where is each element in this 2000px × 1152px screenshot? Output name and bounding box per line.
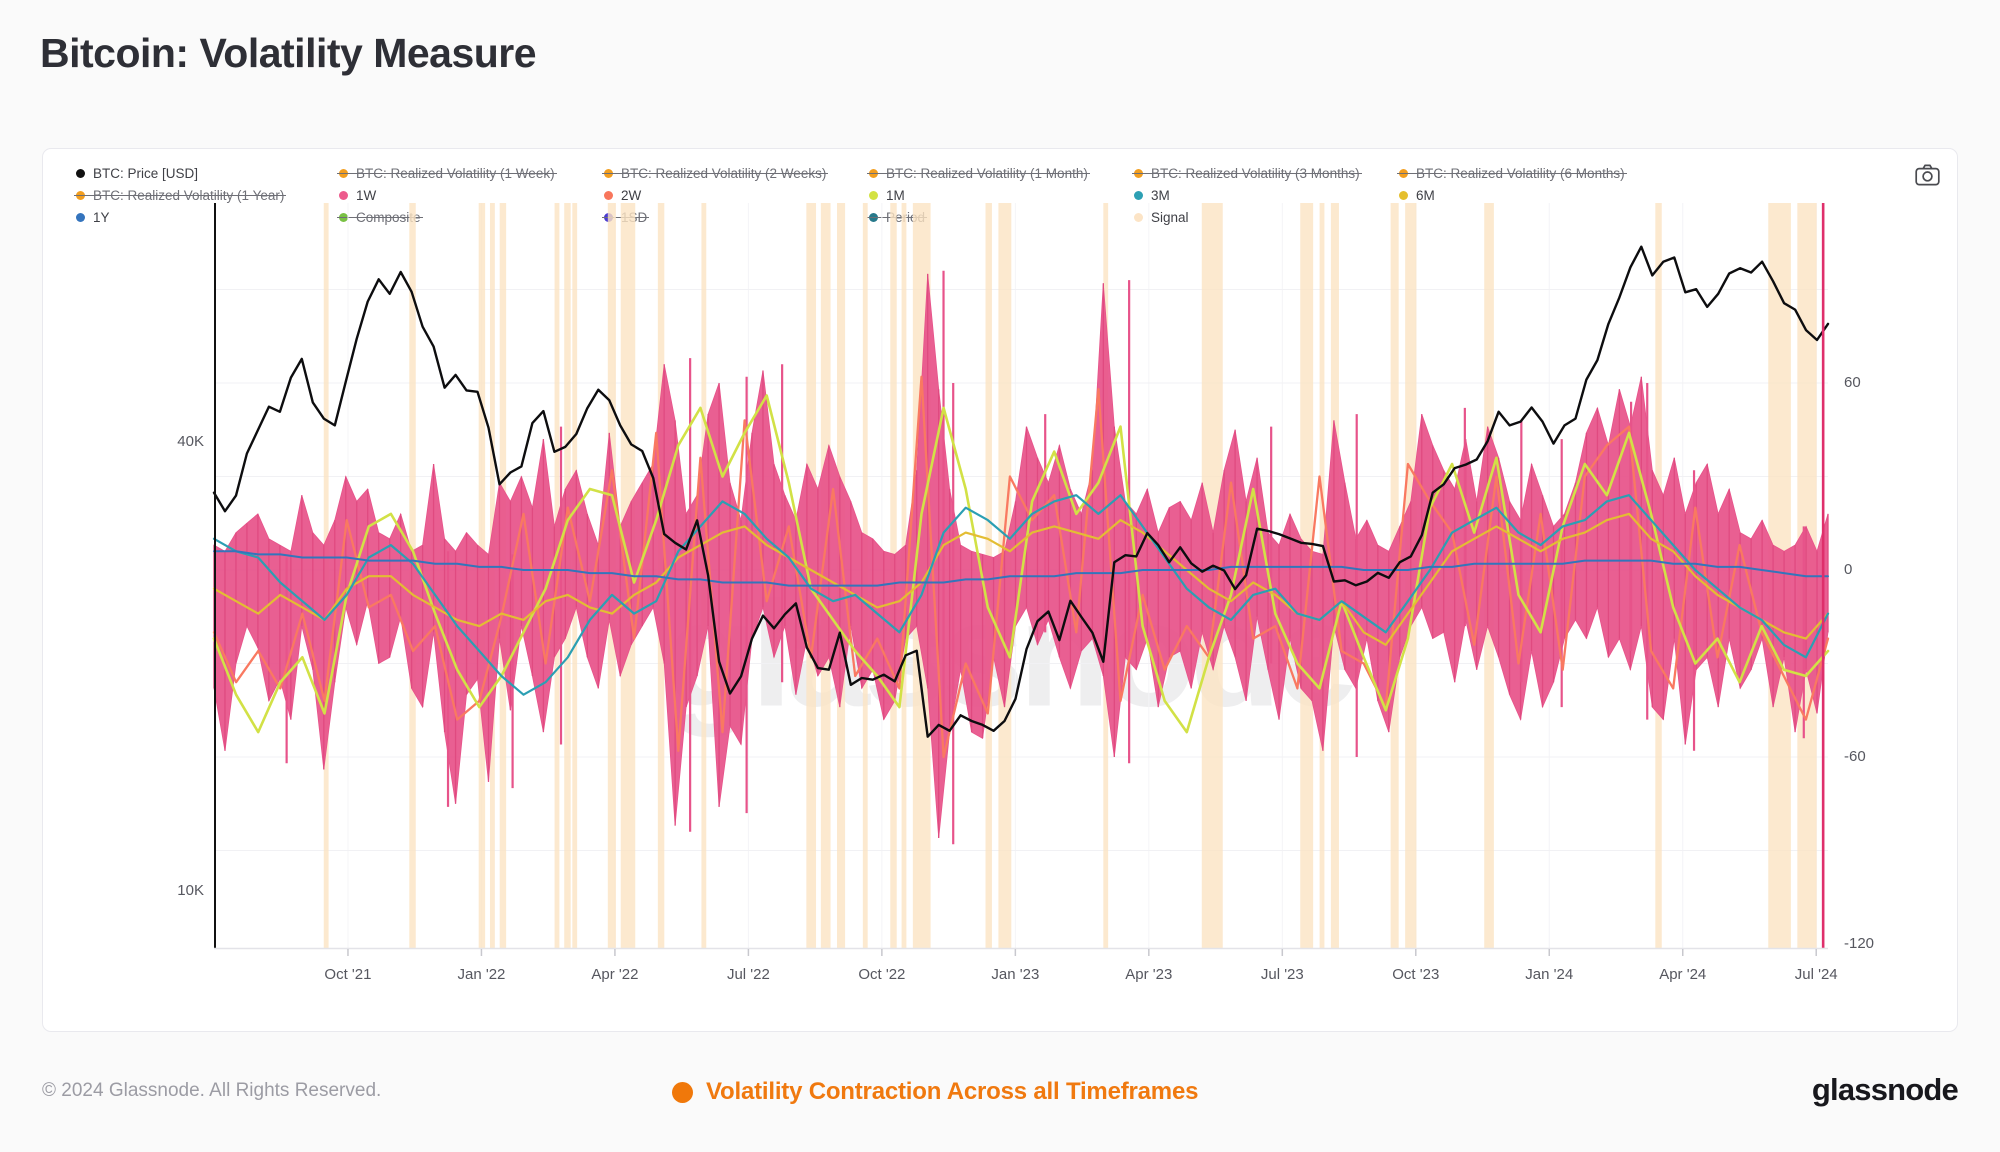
- x-axis-tick-label: Apr '23: [1125, 966, 1173, 983]
- series-1m-volatility: [212, 394, 1830, 734]
- legend-marker-icon: [339, 169, 348, 178]
- legend-item-composite[interactable]: Composite: [337, 209, 423, 226]
- x-axis-tick-label: Oct '21: [324, 966, 372, 983]
- series-3m-volatility: [212, 494, 1830, 696]
- legend-label: BTC: Price [USD]: [93, 166, 199, 181]
- legend-marker-icon: [604, 191, 613, 200]
- orange-dot-icon: [672, 1081, 693, 1103]
- legend-item-btc-realized-volatility-2-weeks[interactable]: BTC: Realized Volatility (2 Weeks): [601, 165, 829, 182]
- legend-label: BTC: Realized Volatility (3 Months): [1151, 166, 1360, 181]
- x-axis-tick-label: Apr '22: [591, 966, 639, 983]
- legend-item-6m[interactable]: 6M: [1399, 187, 1435, 204]
- x-axis-tick-label: Jul '22: [726, 966, 770, 983]
- y-axis-right-tick-label: 60: [1844, 373, 1861, 391]
- legend-item-1y[interactable]: 1Y: [76, 209, 110, 226]
- legend-label: 1W: [356, 188, 377, 203]
- legend-label: BTC: Realized Volatility (2 Weeks): [621, 166, 827, 181]
- series-1y-volatility: [213, 550, 1829, 587]
- y-axis-right-tick-label: -60: [1844, 748, 1866, 765]
- legend-label: BTC: Realized Volatility (1 Year): [93, 188, 285, 203]
- y-axis-right-tick-label: -120: [1844, 935, 1875, 952]
- legend-item-signal[interactable]: Signal: [1134, 209, 1189, 226]
- legend-label: Signal: [1151, 210, 1189, 225]
- legend-item-btc-realized-volatility-6-months[interactable]: BTC: Realized Volatility (6 Months): [1397, 165, 1627, 182]
- legend-item-btc-realized-volatility-1-year[interactable]: BTC: Realized Volatility (1 Year): [73, 187, 287, 204]
- glassnode-logo: glassnode: [1811, 1072, 1959, 1107]
- x-axis-tick-label: Apr '24: [1659, 966, 1707, 983]
- legend-item-1w[interactable]: 1W: [339, 187, 376, 204]
- legend-marker-icon: [1399, 191, 1408, 200]
- legend-marker-icon: [1134, 169, 1143, 178]
- legend-item-2w[interactable]: 2W: [604, 187, 641, 204]
- series-2w-volatility: [212, 375, 1830, 759]
- x-axis-tick-label: Jul '23: [1260, 966, 1304, 983]
- x-axis-tick-label: Jan '24: [1525, 966, 1574, 983]
- camera-icon: [1914, 164, 1940, 189]
- legend-label: 1M: [886, 188, 905, 203]
- y-axis-left-tick-label: 10K: [177, 882, 204, 899]
- y-axis-right-tick-label: 0: [1844, 561, 1853, 578]
- legend-label: 1Y: [93, 210, 110, 225]
- legend-item-1m[interactable]: 1M: [869, 187, 905, 204]
- legend-label: 6M: [1416, 188, 1435, 203]
- plot-area: [212, 203, 1830, 956]
- legend-item-btc-price-usd[interactable]: BTC: Price [USD]: [76, 165, 198, 182]
- page-title: Bitcoin: Volatility Measure: [40, 30, 537, 76]
- legend-marker-icon: [76, 191, 85, 200]
- annotation: Volatility Contraction Across all Timefr…: [672, 1078, 1198, 1106]
- legend-marker-icon: [869, 169, 878, 178]
- legend-marker-icon: [76, 169, 85, 178]
- x-axis-tick-label: Jan '22: [457, 966, 506, 983]
- legend-marker-icon: [76, 213, 85, 222]
- legend-item-3m[interactable]: 3M: [1134, 187, 1170, 204]
- legend-item-btc-realized-volatility-1-month[interactable]: BTC: Realized Volatility (1 Month): [867, 165, 1090, 182]
- legend-label: BTC: Realized Volatility (1 Week): [356, 166, 555, 181]
- legend-item-btc-realized-volatility-3-months[interactable]: BTC: Realized Volatility (3 Months): [1132, 165, 1362, 182]
- x-axis-tick-label: Jul '24: [1794, 966, 1838, 983]
- legend-label: 2W: [621, 188, 642, 203]
- legend-marker-icon: [1399, 169, 1408, 178]
- legend-marker-icon: [1134, 191, 1143, 200]
- legend-marker-icon: [1134, 213, 1143, 222]
- legend-marker-icon: [339, 191, 348, 200]
- legend-label: 3M: [1151, 188, 1170, 203]
- series-btc-price: [212, 245, 1830, 738]
- legend-marker-icon: [869, 191, 878, 200]
- x-axis-tick-label: Jan '23: [991, 966, 1040, 983]
- legend-label: BTC: Realized Volatility (1 Month): [886, 166, 1088, 181]
- copyright-text: © 2024 Glassnode. All Rights Reserved.: [42, 1080, 382, 1101]
- camera-snapshot-button[interactable]: [1909, 161, 1945, 191]
- x-axis-tick-label: Oct '22: [858, 966, 906, 983]
- legend-label: BTC: Realized Volatility (6 Months): [1416, 166, 1625, 181]
- series-6m-volatility: [212, 512, 1830, 646]
- legend-marker-icon: [604, 169, 613, 178]
- legend-item-btc-realized-volatility-1-week[interactable]: BTC: Realized Volatility (1 Week): [337, 165, 557, 182]
- x-axis-tick-label: Oct '23: [1392, 966, 1440, 983]
- y-axis-left-tick-label: 40K: [177, 432, 204, 450]
- chart-canvas: [212, 203, 1830, 956]
- annotation-text: Volatility Contraction Across all Timefr…: [706, 1078, 1199, 1105]
- chart-card: BTC: Price [USD] BTC: Realized Volatility…: [42, 148, 1958, 1032]
